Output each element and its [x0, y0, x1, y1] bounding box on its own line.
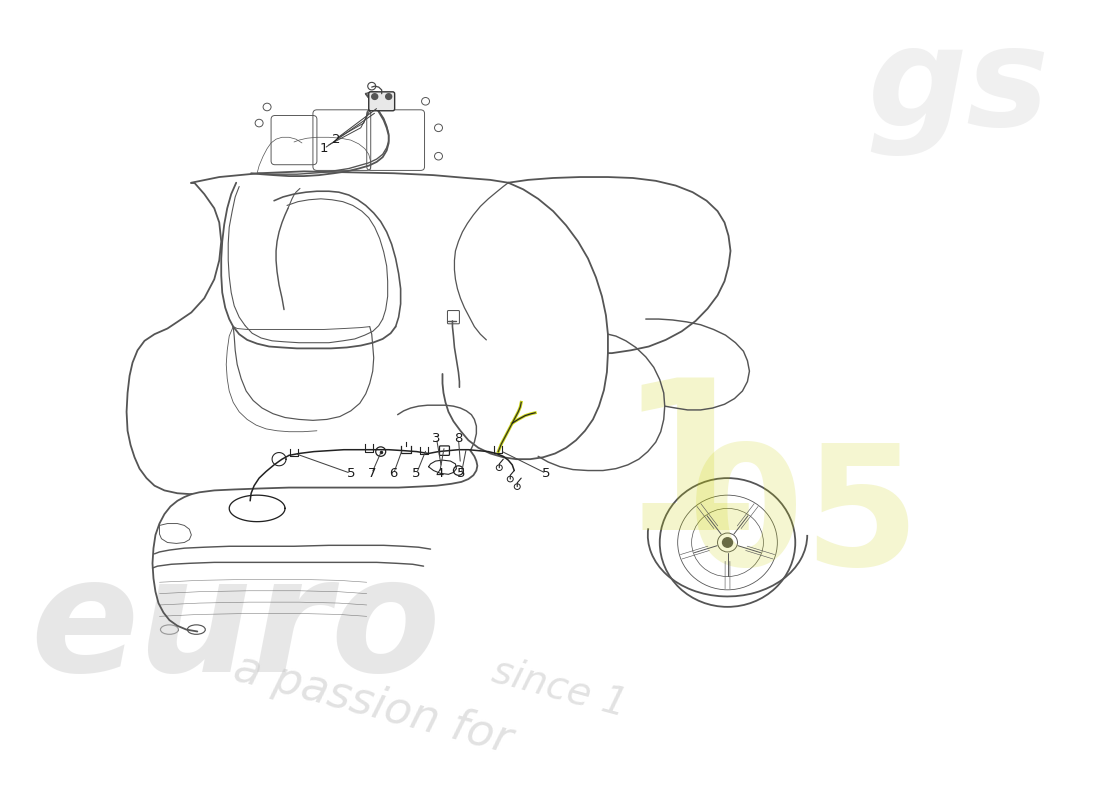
Text: since 1: since 1 — [488, 652, 631, 724]
Text: a passion for: a passion for — [229, 646, 517, 762]
Text: 3: 3 — [432, 432, 441, 445]
Circle shape — [723, 538, 733, 547]
Text: 5: 5 — [412, 467, 421, 480]
Text: 1: 1 — [320, 142, 328, 155]
Text: 5: 5 — [346, 467, 355, 480]
Text: 7: 7 — [367, 467, 376, 480]
Circle shape — [372, 94, 377, 99]
Text: 8: 8 — [454, 432, 463, 445]
Text: 05: 05 — [688, 438, 920, 601]
Text: 6: 6 — [389, 467, 398, 480]
Text: 1: 1 — [618, 370, 763, 573]
Circle shape — [386, 94, 392, 99]
Text: 2: 2 — [331, 133, 340, 146]
Text: gs: gs — [867, 22, 1049, 156]
Text: euro: euro — [30, 550, 440, 706]
Text: 5: 5 — [458, 467, 465, 480]
Text: 5: 5 — [542, 467, 550, 480]
Text: 4: 4 — [436, 467, 443, 480]
FancyBboxPatch shape — [368, 92, 395, 110]
